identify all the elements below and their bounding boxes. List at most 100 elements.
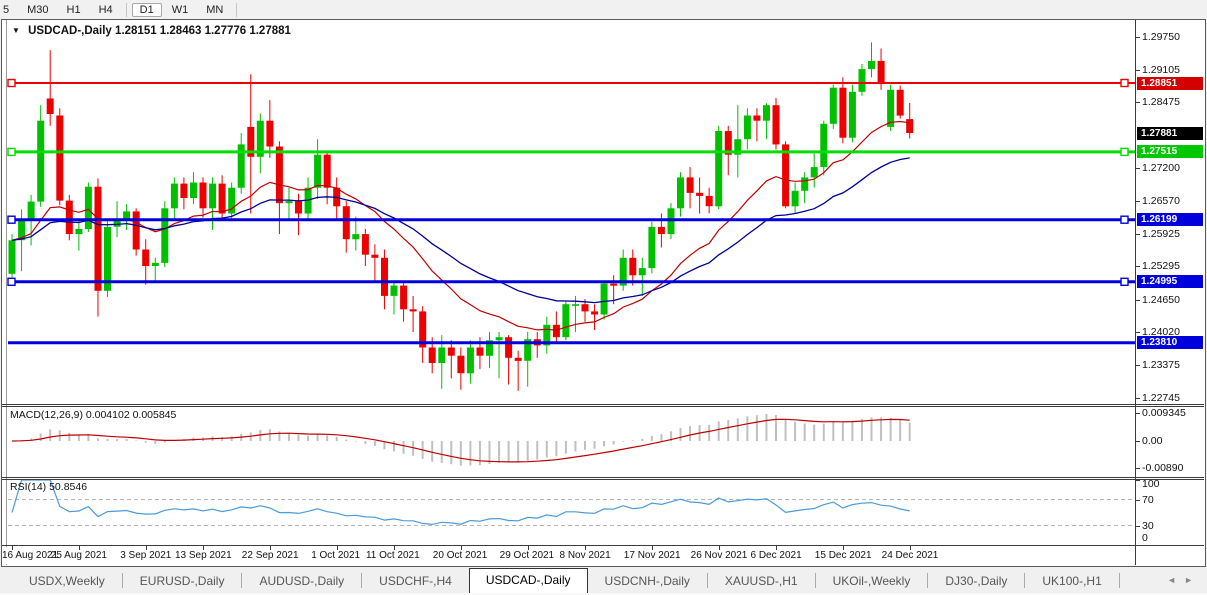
hline-handle[interactable]: [7, 277, 16, 286]
hline-handle[interactable]: [1120, 215, 1129, 224]
rsi-axis-label: 0: [1142, 532, 1148, 544]
tab-uk100-h1[interactable]: UK100-,H1: [1042, 574, 1102, 588]
price-axis-label: 1.25295: [1142, 260, 1180, 273]
tab-eurusd-daily[interactable]: EURUSD-,Daily: [139, 574, 225, 588]
price-axis-label: 1.24020: [1142, 326, 1180, 339]
panel-separator-rsi-top2: [2, 479, 1204, 480]
hline-handle[interactable]: [1120, 147, 1129, 157]
tab-usdx-weekly[interactable]: USDX,Weekly: [29, 574, 105, 588]
hline-handle[interactable]: [7, 147, 16, 157]
axis-tick: [1135, 168, 1140, 169]
timeframe-button-m30[interactable]: M30: [27, 3, 49, 16]
date-label: 20 Oct 2021: [432, 550, 488, 561]
timeframe-button-h4[interactable]: H4: [98, 3, 113, 16]
timeframe-toolbar: 5 M30 H1 H4 D1 W1 MN: [0, 0, 1207, 19]
date-label: 25 Aug 2021: [50, 550, 107, 561]
chart-symbol-period: USDCAD-,Daily: [28, 25, 112, 37]
level-price-badge: 1.23810: [1137, 336, 1203, 350]
price-axis-label: 1.25925: [1142, 227, 1180, 240]
date-tick: [146, 546, 147, 550]
chart-title: ▼ USDCAD-,Daily 1.28151 1.28463 1.27776 …: [12, 25, 291, 37]
axis-tick: [1135, 441, 1140, 442]
axis-tick: [1135, 266, 1140, 267]
date-tick: [203, 546, 204, 550]
axis-tick: [1135, 500, 1140, 501]
axis-tick: [1135, 332, 1140, 333]
price-axis-label: 1.27200: [1142, 162, 1180, 175]
chart-dropdown-icon[interactable]: ▼: [12, 26, 20, 35]
macd-axis-label: 0.009345: [1142, 407, 1186, 419]
level-price-badge: 1.26199: [1137, 213, 1203, 227]
timeframe-button-d1[interactable]: D1: [131, 2, 162, 17]
date-label: 6 Dec 2021: [750, 550, 802, 561]
date-label: 29 Oct 2021: [499, 550, 555, 561]
hline-handle[interactable]: [1120, 277, 1129, 286]
level-price-badge: 1.28851: [1137, 76, 1203, 90]
panel-separator-macd-top2: [2, 406, 1204, 407]
tab-separator: [241, 573, 243, 588]
axis-tick: [1135, 102, 1140, 103]
toolbar-separator: [125, 2, 127, 17]
tab-usdcad-daily[interactable]: USDCAD-,Daily: [468, 568, 588, 593]
panel-separator-macd-top[interactable]: [2, 404, 1204, 405]
rsi-axis-label: 70: [1142, 493, 1154, 506]
tab-audusd-daily[interactable]: AUDUSD-,Daily: [259, 574, 345, 588]
date-label: 8 Nov 2021: [559, 550, 611, 561]
ma-fast-line: [11, 120, 910, 331]
axis-tick: [1135, 545, 1140, 546]
date-tick: [719, 546, 720, 550]
chart-window-inner-border: [6, 20, 7, 565]
date-tick: [776, 546, 777, 550]
chart-ohlc-quotes: 1.28151 1.28463 1.27776 1.27881: [115, 25, 291, 37]
hline-handle[interactable]: [7, 78, 16, 88]
tab-separator: [121, 573, 123, 588]
tab-separator: [361, 573, 363, 588]
price-axis-border: [1135, 20, 1136, 565]
tab-scroll-right-icon[interactable]: ►: [1184, 575, 1201, 585]
price-axis-label: 1.29750: [1142, 30, 1180, 43]
date-tick: [270, 546, 271, 550]
date-axis[interactable]: [2, 547, 1135, 564]
axis-tick: [1135, 234, 1140, 235]
hline-handle[interactable]: [1120, 78, 1129, 88]
date-label: 11 Oct 2021: [365, 550, 420, 561]
price-axis-label: 1.23375: [1142, 359, 1180, 372]
tab-scroll-left-icon[interactable]: ◄: [1167, 575, 1185, 585]
date-axis-line: [2, 545, 1204, 546]
date-tick: [337, 546, 338, 550]
panel-separator-rsi-top[interactable]: [2, 477, 1204, 478]
rsi-indicator-label: RSI(14) 50.8546: [10, 481, 88, 493]
date-tick: [910, 546, 911, 550]
timeframe-button-w1[interactable]: W1: [171, 3, 189, 16]
tab-ukoil-weekly[interactable]: UKOil-,Weekly: [832, 574, 911, 588]
timeframe-button-5[interactable]: 5: [3, 3, 10, 16]
axis-tick: [1135, 70, 1140, 71]
tab-dj30-daily[interactable]: DJ30-,Daily: [945, 574, 1008, 588]
chart-tab-bar: USDX,Weekly EURUSD-,Daily AUDUSD-,Daily USD…: [0, 567, 1207, 593]
level-price-badge: 1.27515: [1137, 145, 1203, 159]
tab-usdchf-h4[interactable]: USDCHF-,H4: [379, 574, 452, 588]
macd-indicator-label: MACD(12,26,9) 0.004102 0.005845: [10, 409, 177, 421]
date-tick: [12, 546, 13, 550]
current-price-badge: 1.27881: [1137, 126, 1203, 140]
axis-tick: [1135, 413, 1140, 414]
timeframe-button-h1[interactable]: H1: [66, 3, 81, 16]
tab-xauusd-h1[interactable]: XAUUSD-,H1: [724, 574, 798, 588]
macd-axis-label: -0.00890: [1142, 462, 1184, 474]
timeframe-button-mn[interactable]: MN: [206, 3, 224, 16]
ma-slow-line: [11, 157, 910, 304]
price-axis-label: 1.22745: [1142, 391, 1180, 404]
tab-scrollers: ◄►: [1167, 575, 1201, 585]
hline-handle[interactable]: [7, 215, 16, 224]
axis-tick: [1135, 201, 1140, 202]
price-axis-label: 1.29105: [1142, 63, 1180, 76]
tab-usdcnh-daily[interactable]: USDCNH-,Daily: [604, 574, 690, 588]
macd-axis-label: 0.00: [1142, 435, 1163, 447]
price-axis-label: 1.26570: [1142, 194, 1180, 207]
date-label: 15 Dec 2021: [814, 550, 872, 561]
axis-tick: [1135, 37, 1140, 38]
tab-separator: [706, 573, 708, 588]
date-tick: [394, 546, 395, 550]
